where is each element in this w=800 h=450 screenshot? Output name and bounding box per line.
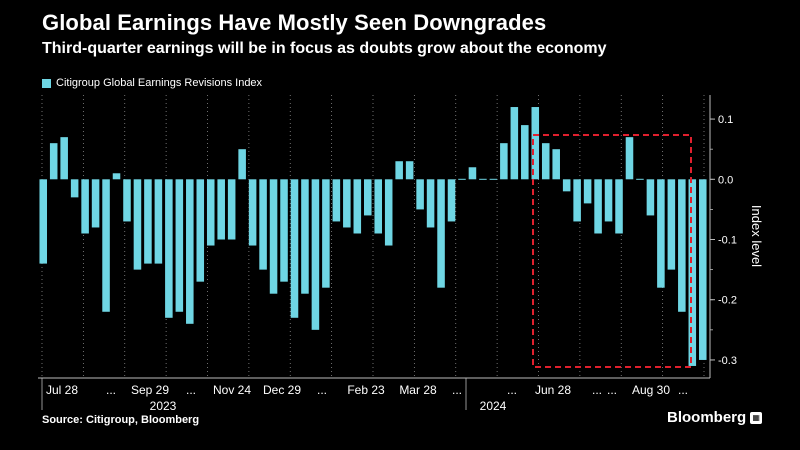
bar bbox=[343, 179, 351, 228]
bar bbox=[384, 179, 393, 246]
legend-label: Citigroup Global Earnings Revisions Inde… bbox=[56, 77, 263, 89]
bar bbox=[165, 179, 173, 318]
x-tick-label: Sep 29 bbox=[131, 383, 169, 397]
year-label: 2023 bbox=[150, 399, 177, 413]
bar bbox=[39, 179, 48, 264]
chart-subtitle: Third-quarter earnings will be in focus … bbox=[42, 40, 607, 57]
bar bbox=[636, 178, 644, 180]
x-tick-label: ... bbox=[507, 383, 517, 397]
x-tick-label: Aug 30 bbox=[632, 383, 670, 397]
x-tick-label: ... bbox=[452, 383, 462, 397]
y-tick-label: -0.1 bbox=[718, 235, 737, 247]
bar bbox=[227, 179, 236, 240]
highlight-box bbox=[532, 134, 692, 368]
bar bbox=[573, 179, 581, 222]
y-axis-label: Index level bbox=[749, 205, 764, 267]
bar bbox=[91, 179, 100, 228]
bar bbox=[60, 137, 68, 180]
bar bbox=[70, 179, 79, 198]
bar bbox=[458, 178, 466, 180]
brand-name: Bloomberg bbox=[667, 409, 747, 426]
x-tick-label: Nov 24 bbox=[213, 383, 251, 397]
x-tick-label: ... bbox=[678, 383, 688, 397]
bar bbox=[280, 179, 288, 282]
bar bbox=[625, 137, 634, 180]
bar bbox=[615, 179, 623, 234]
x-tick-label: ... bbox=[106, 383, 116, 397]
x-tick-label: ... bbox=[317, 383, 327, 397]
bar bbox=[552, 149, 560, 180]
bar bbox=[123, 179, 131, 222]
bar bbox=[144, 179, 152, 264]
bar bbox=[521, 125, 529, 180]
bar bbox=[500, 143, 508, 180]
legend-swatch bbox=[42, 78, 51, 88]
x-tick-label: Dec 29 bbox=[263, 383, 301, 397]
bar bbox=[447, 179, 456, 222]
bar bbox=[49, 143, 58, 180]
bar bbox=[688, 179, 697, 366]
bar bbox=[468, 167, 477, 180]
x-tick-label: ... bbox=[607, 383, 617, 397]
bar bbox=[186, 179, 194, 324]
bar bbox=[248, 179, 257, 246]
bar bbox=[353, 179, 362, 234]
y-tick-label: -0.3 bbox=[718, 355, 737, 367]
bar bbox=[646, 179, 655, 216]
bar bbox=[657, 179, 665, 288]
bar bbox=[259, 179, 267, 270]
bar bbox=[667, 179, 676, 270]
x-tick-label: Jul 28 bbox=[46, 383, 78, 397]
bar bbox=[678, 179, 686, 312]
bar bbox=[196, 179, 205, 282]
bar bbox=[416, 179, 424, 210]
bar bbox=[437, 179, 445, 288]
bar bbox=[238, 149, 246, 180]
bar bbox=[594, 179, 602, 234]
bar bbox=[374, 179, 383, 234]
bar bbox=[112, 173, 121, 180]
bar bbox=[269, 179, 278, 294]
bar bbox=[604, 179, 613, 222]
bar bbox=[405, 161, 414, 180]
bar bbox=[479, 178, 487, 180]
bar bbox=[217, 179, 225, 240]
bar bbox=[332, 179, 341, 222]
bar bbox=[133, 179, 142, 270]
bar bbox=[541, 143, 550, 180]
x-tick-label: Jun 28 bbox=[535, 383, 571, 397]
y-tick-label: 0.0 bbox=[718, 174, 733, 186]
x-tick-label: ... bbox=[186, 383, 196, 397]
bar bbox=[311, 179, 320, 330]
y-tick-label: -0.2 bbox=[718, 295, 737, 307]
y-tick-label: 0.1 bbox=[718, 114, 733, 126]
bar bbox=[583, 179, 592, 204]
x-tick-label: Feb 23 bbox=[347, 383, 385, 397]
chart-title: Global Earnings Have Mostly Seen Downgra… bbox=[42, 10, 547, 35]
source-note: Source: Citigroup, Bloomberg bbox=[42, 414, 200, 426]
bar bbox=[175, 179, 184, 312]
x-tick-label: ... bbox=[592, 383, 602, 397]
bar bbox=[154, 179, 163, 264]
brand-logo: Bloomberg ▦ bbox=[667, 409, 763, 426]
bar bbox=[699, 179, 707, 360]
bar bbox=[510, 107, 519, 180]
bar bbox=[301, 179, 309, 294]
bar bbox=[206, 179, 215, 246]
legend: Citigroup Global Earnings Revisions Inde… bbox=[42, 77, 262, 89]
bar bbox=[102, 179, 110, 312]
bar bbox=[489, 178, 498, 180]
bar bbox=[531, 107, 540, 180]
year-label: 2024 bbox=[480, 399, 507, 413]
bar bbox=[81, 179, 89, 234]
bar bbox=[322, 179, 330, 288]
x-tick-label: Mar 28 bbox=[399, 383, 437, 397]
bar bbox=[426, 179, 435, 228]
bar bbox=[562, 179, 571, 192]
bar bbox=[290, 179, 299, 318]
bar bbox=[395, 161, 403, 180]
bloomberg-terminal-icon: ▦ bbox=[750, 411, 763, 424]
bar bbox=[364, 179, 372, 216]
